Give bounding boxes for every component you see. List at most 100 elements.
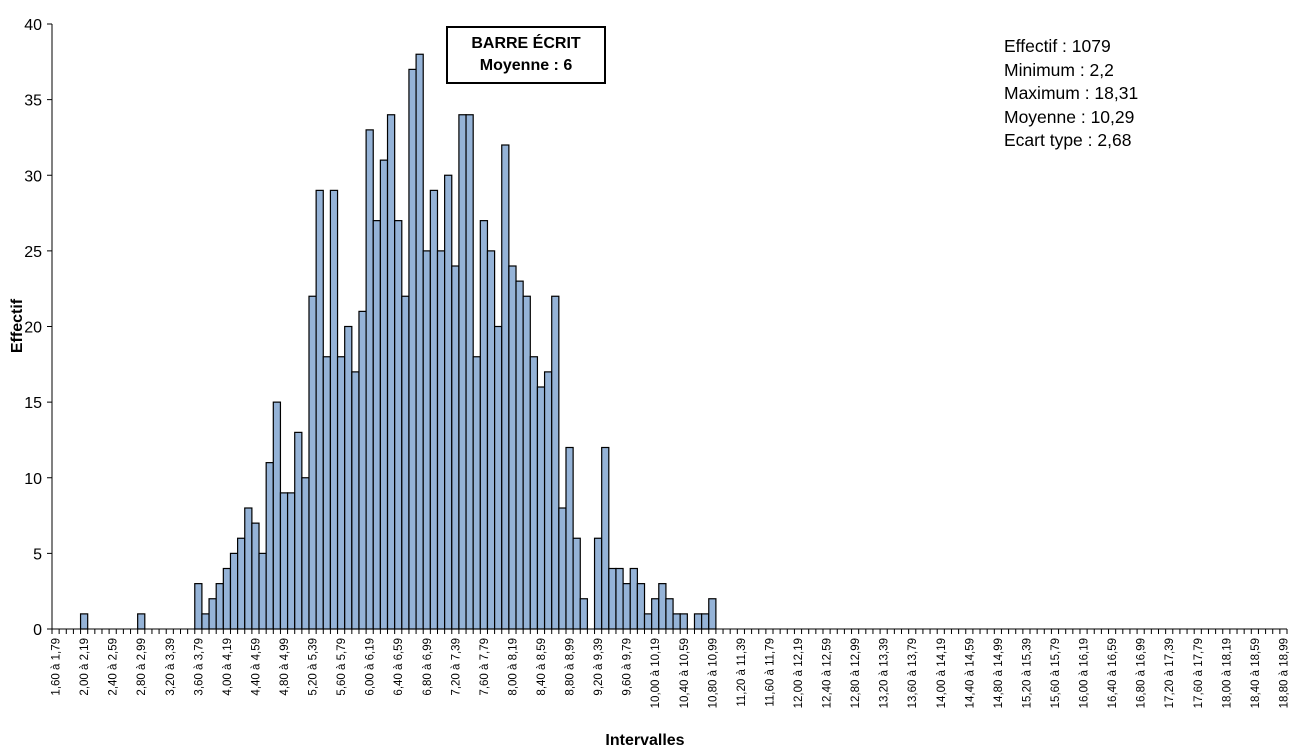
bar-7-40-7-59 [465,114,474,630]
x-tick-label: 5,20 à 5,39 [308,638,320,696]
x-tick-label: 16,80 à 16,99 [1136,638,1148,708]
bar-7-10-7-29 [444,174,453,630]
bar-6-90-7-09 [429,189,439,630]
bar-6-50-6-69 [401,295,410,630]
y-tick-label: 30 [24,168,42,185]
bar-7-30-7-49 [458,114,467,630]
bar-5-90-6-09 [358,310,367,630]
bar-6-70-6-89 [415,53,424,630]
y-tick-label: 10 [24,471,42,488]
stat-maximum: Maximum : 18,31 [1004,83,1139,103]
x-ticks-group: 1,60 à 1,79 2,00 à 2,19 2,40 à 2,59 2,80 à … [51,629,1290,708]
x-tick-label: 4,00 à 4,19 [222,638,234,696]
bar-2-80-2-99 [137,613,146,630]
bar-3-90-4-09 [215,583,224,630]
bar-4-70-4-89 [272,401,282,630]
x-tick-label: 17,20 à 17,39 [1164,638,1176,708]
stat-ecart-type: Ecart type : 2,68 [1004,130,1132,150]
x-tick-label: 9,60 à 9,79 [622,638,634,696]
bar-5-50-5-69 [329,189,339,630]
bar-6-10-6-29 [372,220,381,630]
y-tick-label: 5 [33,546,42,563]
x-axis-title: Intervalles [605,732,685,749]
x-tick-label: 14,00 à 14,19 [936,638,948,708]
bar-4-40-4-59 [251,522,260,630]
y-tick-label: 35 [24,93,42,110]
bar-7-20-7-39 [451,265,460,630]
bar-5-00-5-19 [294,431,303,630]
y-tick-label: 40 [24,17,42,34]
stat-minimum: Minimum : 2,2 [1004,59,1114,80]
x-tick-label: 4,40 à 4,59 [250,638,262,696]
bar-6-80-6-99 [422,250,431,630]
bar-7-50-7-69 [472,356,481,630]
y-axis-title: Effectif [9,298,26,354]
bar-8-00-8-19 [508,265,517,630]
bar-3-60-3-79 [194,583,203,630]
x-tick-label: 5,60 à 5,79 [336,638,348,696]
x-tick-label: 11,60 à 11,79 [764,638,776,707]
bar-5-80-5-99 [351,371,360,630]
stat-moyenne: Moyenne : 10,29 [1004,106,1135,127]
bar-8-80-8-99 [565,446,574,630]
bar-8-30-8-49 [529,356,539,630]
bar-4-00-4-19 [222,567,232,630]
bar-7-90-8-09 [501,144,510,630]
chart-title-line-1: BARRE ÉCRIT [471,35,581,52]
y-tick-label: 15 [24,395,42,412]
bar-9-20-9-39 [593,537,603,630]
x-tick-label: 2,80 à 2,99 [136,638,148,696]
bar-5-30-5-49 [315,189,324,630]
stat-effectif: Effectif : 1079 [1004,36,1111,56]
bar-4-30-4-49 [244,507,253,630]
bar-6-30-6-49 [386,114,396,630]
x-tick-label: 2,40 à 2,59 [108,638,120,696]
bar-8-20-8-39 [522,295,531,630]
bar-6-60-6-79 [408,68,417,630]
stats-box: Effectif : 1079 Minimum : 2,2 Maximum : … [1004,35,1138,153]
x-tick-label: 12,00 à 12,19 [793,638,805,708]
x-tick-label: 10,00 à 10,19 [650,638,662,708]
x-tick-label: 16,40 à 16,59 [1107,638,1119,708]
x-tick-label: 14,40 à 14,59 [964,638,976,708]
x-tick-label: 7,60 à 7,79 [479,638,491,696]
x-tick-label: 8,80 à 8,99 [565,638,577,696]
x-tick-label: 10,40 à 10,59 [679,638,691,708]
x-tick-label: 8,00 à 8,19 [507,638,519,696]
bar-4-20-4-39 [237,537,246,630]
x-tick-label: 4,80 à 4,99 [279,638,291,696]
x-tick-label: 15,60 à 15,79 [1050,638,1062,708]
x-tick-label: 1,60 à 1,79 [51,638,63,696]
x-tick-label: 6,40 à 6,59 [393,638,405,696]
bar-2-00-2-19 [79,613,89,630]
bar-7-60-7-79 [479,220,489,630]
bar-8-40-8-59 [536,386,546,630]
bar-10-20-10-39 [665,598,674,630]
x-tick-label: 16,00 à 16,19 [1079,638,1091,708]
bar-10-00-10-19 [651,598,660,630]
x-tick-label: 13,20 à 13,39 [879,638,891,708]
x-tick-label: 11,20 à 11,39 [736,638,748,707]
bar-3-70-3-89 [201,613,210,630]
x-tick-label: 14,80 à 14,99 [993,638,1005,708]
bar-9-00-9-19 [579,598,589,630]
bar-6-40-6-59 [394,220,403,630]
bar-4-50-4-69 [258,552,267,630]
bar-8-50-8-69 [543,371,553,630]
x-tick-label: 18,00 à 18,19 [1221,638,1233,708]
bar-8-90-9-09 [572,537,581,630]
bar-8-60-8-79 [551,295,560,630]
bar-9-30-9-49 [601,446,610,630]
x-tick-label: 3,20 à 3,39 [165,638,177,696]
x-tick-label: 7,20 à 7,39 [450,638,462,696]
x-tick-label: 8,40 à 8,59 [536,638,548,696]
bar-4-60-4-79 [265,462,274,630]
bar-9-60-9-79 [622,583,631,630]
bars-group [79,53,717,630]
x-tick-label: 6,00 à 6,19 [365,638,377,696]
bar-5-20-5-39 [308,295,317,630]
bar-8-10-8-29 [515,280,524,630]
bar-6-20-6-39 [379,159,389,630]
bar-4-80-4-99 [279,492,289,630]
